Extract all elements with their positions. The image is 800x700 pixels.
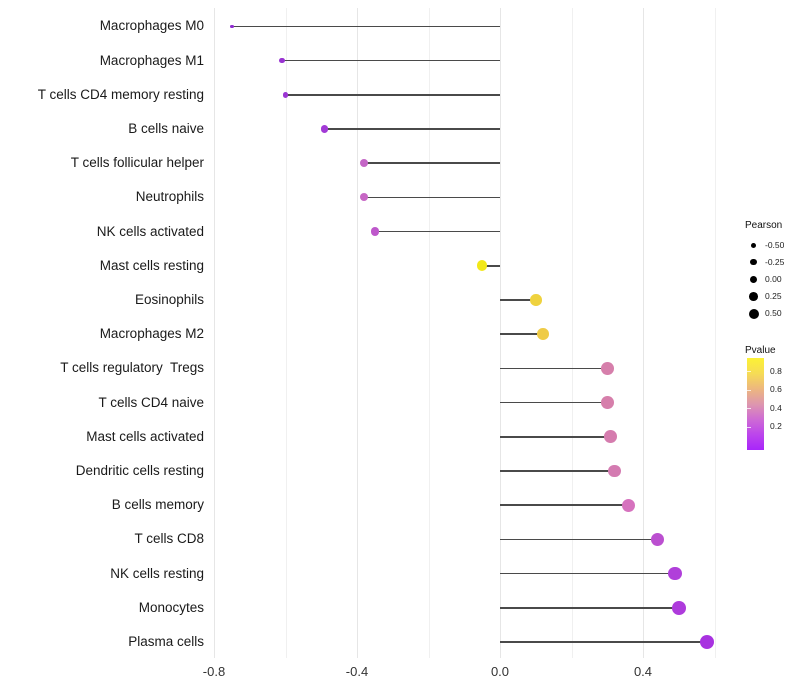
data-point	[600, 396, 614, 409]
x-tick-label: -0.8	[202, 664, 226, 679]
category-label: Macrophages M2	[99, 326, 204, 342]
lollipop-stem	[500, 435, 611, 438]
pvalue-colorbar	[747, 358, 764, 450]
lollipop-stem	[500, 606, 679, 609]
lollipop-stem	[500, 572, 676, 575]
lollipop-stem	[500, 299, 536, 301]
pearson-legend-dot	[749, 292, 758, 301]
x-tick-label: 0.4	[633, 664, 653, 679]
data-point	[360, 159, 369, 168]
lollipop-stem	[285, 93, 500, 96]
lollipop-stem	[500, 504, 629, 507]
category-label: Neutrophils	[135, 189, 204, 205]
pearson-legend-title: Pearson	[745, 220, 783, 231]
category-label: T cells CD4 naive	[98, 394, 204, 410]
data-point	[600, 362, 614, 375]
data-point	[650, 532, 665, 547]
pearson-legend-dot	[749, 275, 758, 284]
gridline-major	[357, 8, 358, 658]
pearson-legend-label: -0.50	[765, 239, 785, 250]
lollipop-stem	[500, 470, 615, 472]
data-point	[360, 193, 369, 202]
pvalue-colorbar-tick	[747, 371, 751, 372]
lollipop-stem	[500, 367, 608, 370]
data-point	[700, 634, 715, 650]
pearson-legend-label: 0.25	[765, 291, 782, 302]
lollipop-stem	[324, 128, 500, 130]
gridline-minor	[285, 8, 287, 658]
pvalue-colorbar-tick	[747, 389, 751, 391]
pearson-legend-label: 0.00	[765, 273, 782, 284]
category-label: Dendritic cells resting	[75, 463, 204, 478]
data-point	[370, 227, 380, 236]
lollipop-stem	[500, 538, 658, 541]
pearson-legend-dot	[751, 242, 756, 248]
pvalue-legend-label: 0.4	[770, 402, 782, 413]
lollipop-stem	[374, 230, 500, 233]
pvalue-legend-label: 0.6	[770, 384, 782, 394]
data-point	[604, 430, 618, 444]
category-label: T cells CD8	[134, 531, 204, 547]
pearson-legend-label: 0.50	[765, 308, 782, 319]
pvalue-colorbar-tick	[747, 426, 751, 428]
category-label: Macrophages M0	[99, 18, 204, 34]
gridline-major	[500, 8, 501, 658]
lollipop-stem	[231, 25, 500, 28]
lollipop-stem	[364, 162, 500, 165]
category-label: Macrophages M1	[99, 52, 204, 68]
lollipop-stem	[500, 333, 543, 336]
category-label: B cells memory	[111, 497, 204, 513]
x-tick-label: -0.4	[345, 664, 369, 679]
lollipop-stem	[500, 641, 708, 643]
pearson-legend-dot	[750, 259, 757, 266]
pvalue-legend-label: 0.8	[770, 365, 782, 376]
data-point	[476, 260, 488, 272]
data-point	[668, 566, 683, 581]
data-point	[607, 464, 621, 478]
category-label: NK cells activated	[96, 223, 204, 239]
category-label: B cells naive	[128, 121, 204, 136]
data-point	[282, 91, 289, 98]
pvalue-legend-title: Pvalue	[745, 345, 776, 356]
gridline-minor	[571, 8, 573, 658]
category-label: Mast cells activated	[86, 428, 204, 444]
data-point	[537, 328, 549, 341]
category-label: Plasma cells	[128, 634, 204, 649]
category-label: T cells regulatory Tregs	[60, 360, 204, 376]
category-label: Mast cells resting	[99, 257, 204, 273]
gridline-major	[643, 8, 644, 658]
data-point	[230, 24, 234, 29]
data-point	[622, 498, 636, 512]
data-point	[671, 600, 686, 615]
category-label: Eosinophils	[134, 292, 204, 307]
category-label: NK cells resting	[110, 565, 204, 581]
pvalue-legend-label: 0.2	[770, 421, 782, 431]
category-label: Monocytes	[138, 599, 204, 615]
gridline-minor	[714, 8, 716, 658]
lollipop-stem	[364, 196, 500, 199]
gridline-major	[214, 8, 215, 658]
lollipop-stem	[482, 264, 500, 267]
data-point	[529, 294, 542, 306]
x-tick-label: 0.0	[490, 664, 510, 679]
category-label: T cells CD4 memory resting	[37, 86, 204, 102]
data-point	[321, 125, 329, 133]
pearson-legend-label: -0.25	[765, 256, 785, 267]
lollipop-stem	[500, 401, 608, 404]
data-point	[279, 57, 285, 64]
lollipop-stem	[281, 59, 500, 62]
category-label: T cells follicular helper	[70, 155, 204, 171]
gridline-minor	[428, 8, 430, 658]
pvalue-colorbar-tick	[747, 408, 751, 409]
pearson-legend-dot	[748, 308, 759, 319]
